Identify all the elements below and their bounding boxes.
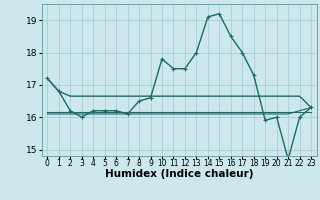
X-axis label: Humidex (Indice chaleur): Humidex (Indice chaleur) bbox=[105, 169, 253, 179]
